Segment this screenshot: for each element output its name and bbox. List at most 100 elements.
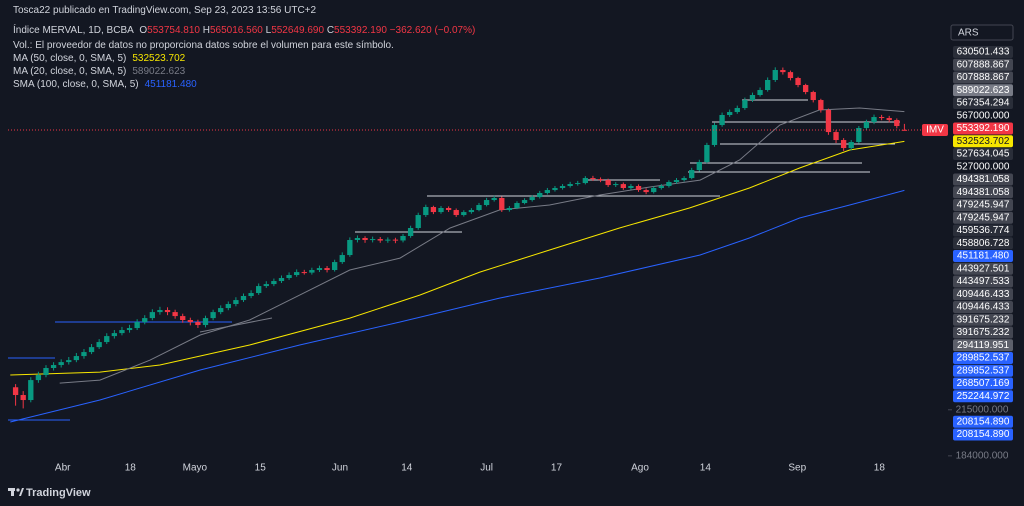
price-label: 532523.702 xyxy=(957,136,1010,147)
candle-body xyxy=(597,179,604,181)
candle-body xyxy=(514,203,520,208)
candle-body xyxy=(324,268,330,271)
candle-body xyxy=(28,380,34,401)
candle-body xyxy=(369,239,376,241)
candle-body xyxy=(765,80,771,91)
price-label-bg xyxy=(953,46,1013,58)
price-label: 409446.433 xyxy=(957,289,1010,300)
candle-body xyxy=(613,184,619,186)
price-label: 289852.537 xyxy=(957,365,1010,376)
candle-body xyxy=(886,118,892,121)
price-label-bg xyxy=(953,364,1013,377)
price-label: 553392.190 xyxy=(957,123,1010,134)
candle-body xyxy=(301,272,307,274)
candle-body xyxy=(521,200,528,204)
price-label-bg xyxy=(953,97,1013,109)
price-label-bg xyxy=(953,173,1013,186)
price-label-bg xyxy=(953,326,1013,339)
ohlc-value: 552649.690 xyxy=(271,25,325,36)
price-label: 589022.623 xyxy=(957,85,1010,96)
candle-body xyxy=(354,237,361,241)
candle-body xyxy=(180,316,186,321)
candle-body xyxy=(787,72,794,79)
x-tick-label: Jun xyxy=(332,463,348,474)
candle-body xyxy=(499,198,505,211)
legend-name: MA (50, close, 0, SMA, 5) xyxy=(13,53,127,64)
candle-body xyxy=(392,239,399,241)
publisher: Tosca22 publicado en TradingView.com, Se… xyxy=(13,5,317,16)
candle-body xyxy=(810,92,816,101)
x-tick-label: Abr xyxy=(55,463,71,474)
price-label-bg xyxy=(953,224,1013,237)
candle-body xyxy=(559,186,566,189)
price-label: 451181.480 xyxy=(957,251,1010,262)
price-label: 294119.951 xyxy=(957,340,1010,351)
candle-body xyxy=(901,129,908,131)
candle-body xyxy=(727,112,733,116)
candle-body xyxy=(666,182,672,187)
drawings xyxy=(8,99,900,421)
legend-value: 451181.480 xyxy=(144,79,197,90)
x-tick-label: 14 xyxy=(700,463,712,474)
candle-body xyxy=(894,120,900,127)
candle-body xyxy=(453,210,459,216)
candle-body xyxy=(187,320,193,323)
legend-value: 532523.702 xyxy=(132,53,186,64)
candle-body xyxy=(772,70,778,81)
candle-body xyxy=(871,117,877,123)
candle-body xyxy=(111,333,118,337)
change: −362.620 (−0.07%) xyxy=(389,25,476,36)
candle-body xyxy=(575,183,581,185)
candle-body xyxy=(476,205,482,211)
candle-body xyxy=(628,186,634,189)
candle-body xyxy=(719,115,725,126)
candle-body xyxy=(605,180,611,186)
candle-body xyxy=(119,330,125,334)
price-label-bg xyxy=(953,71,1013,84)
price-label: 208154.890 xyxy=(957,416,1010,427)
currency-box[interactable] xyxy=(950,24,1014,41)
price-label: 443497.533 xyxy=(957,276,1010,287)
price-label: 391675.232 xyxy=(957,327,1010,338)
candle-body xyxy=(552,188,558,191)
price-label: 479245.947 xyxy=(957,200,1010,211)
price-label-bg xyxy=(953,377,1013,390)
legend-name: MA (20, close, 0, SMA, 5) xyxy=(13,66,127,77)
price-label: 527634.045 xyxy=(957,149,1010,160)
price-label: 567000.000 xyxy=(957,110,1010,121)
price-label: 443927.501 xyxy=(957,263,1010,274)
ohlc-key: C xyxy=(326,25,335,36)
price-label-bg xyxy=(953,237,1013,250)
candle-body xyxy=(483,200,490,206)
candle-body xyxy=(856,127,862,143)
candle-body xyxy=(848,142,854,149)
ohlc-key: O xyxy=(139,25,148,36)
legend-value: 589022.623 xyxy=(132,66,186,77)
legend-entry[interactable]: MA (20, close, 0, SMA, 5) 589022.623 xyxy=(13,66,185,77)
candle-body xyxy=(696,162,702,171)
legend-entry[interactable]: SMA (100, close, 0, SMA, 5) 451181.480 xyxy=(13,79,197,90)
price-label-bg xyxy=(953,160,1013,173)
candle-body xyxy=(104,336,110,343)
legend-entry[interactable]: MA (50, close, 0, SMA, 5) 532523.702 xyxy=(13,53,185,64)
candle-body xyxy=(582,178,589,184)
candle-body xyxy=(468,210,475,213)
price-label: 459536.774 xyxy=(957,225,1010,236)
price-label: 391675.232 xyxy=(957,314,1010,325)
candle-body xyxy=(66,360,72,363)
candle-body xyxy=(818,100,824,111)
candle-body xyxy=(423,207,429,216)
candle-body xyxy=(635,186,642,191)
price-label: 252244.972 xyxy=(957,391,1010,402)
candle-body xyxy=(294,272,300,276)
price-label-bg xyxy=(953,84,1013,97)
candle-body xyxy=(658,186,664,189)
candle-body xyxy=(339,255,345,263)
price-label: 494381.058 xyxy=(957,187,1010,198)
candle-body xyxy=(248,293,254,297)
price-label-bg xyxy=(953,148,1013,160)
candle-body xyxy=(309,270,315,273)
candle-body xyxy=(567,184,573,187)
brand: TradingView xyxy=(26,487,91,499)
price-label-bg xyxy=(953,288,1013,301)
